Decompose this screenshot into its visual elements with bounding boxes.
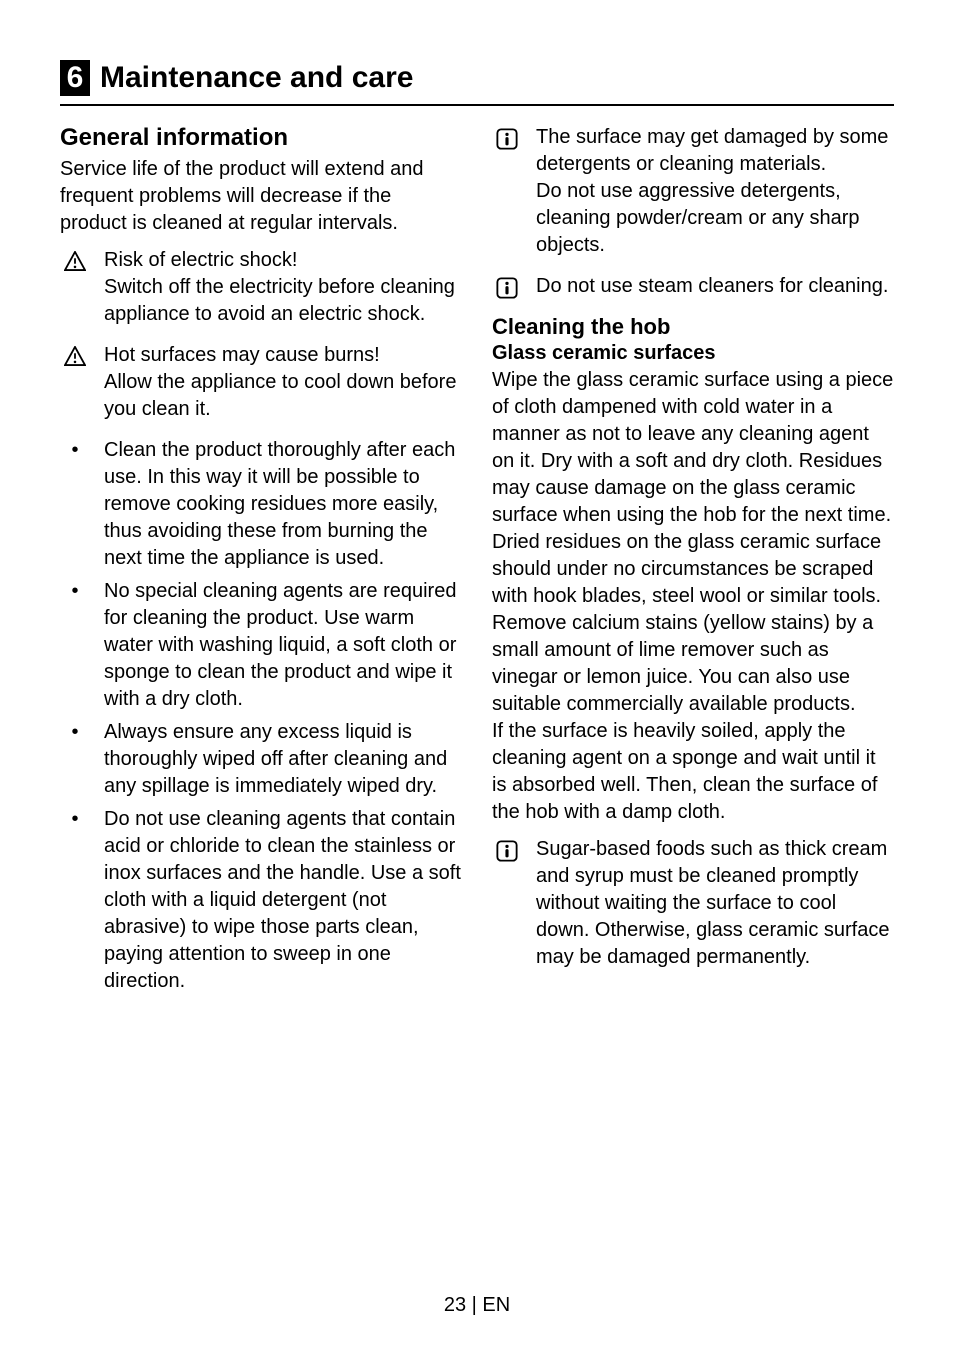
general-bullet-list: • Clean the product thoroughly after eac… bbox=[60, 437, 462, 995]
info-icon bbox=[492, 124, 522, 259]
right-column: The surface may get damaged by some dete… bbox=[492, 124, 894, 1005]
info-icon bbox=[492, 273, 522, 300]
page: 6 Maintenance and care General informati… bbox=[0, 0, 954, 1357]
bullet-icon: • bbox=[60, 806, 90, 995]
info-text: Do not use steam cleaners for cleaning. bbox=[536, 273, 894, 300]
list-item-text: Clean the product thoroughly after each … bbox=[104, 437, 462, 572]
glass-paragraph-2: If the surface is heavily soiled, apply … bbox=[492, 718, 894, 826]
left-column: General information Service life of the … bbox=[60, 124, 462, 1005]
heading-cleaning-hob: Cleaning the hob bbox=[492, 314, 894, 340]
list-item-text: Do not use cleaning agents that contain … bbox=[104, 806, 462, 995]
chapter-title: Maintenance and care bbox=[100, 61, 413, 95]
list-item-text: No special cleaning agents are required … bbox=[104, 578, 462, 713]
info-steam: Do not use steam cleaners for cleaning. bbox=[492, 273, 894, 300]
warning-text: Hot surfaces may cause burns! Allow the … bbox=[104, 342, 462, 423]
warning-hot-surfaces: Hot surfaces may cause burns! Allow the … bbox=[60, 342, 462, 423]
info-text: Sugar-based foods such as thick cream an… bbox=[536, 836, 894, 971]
intro-paragraph: Service life of the product will extend … bbox=[60, 156, 462, 237]
list-item: • No special cleaning agents are require… bbox=[60, 578, 462, 713]
info-text: The surface may get damaged by some dete… bbox=[536, 124, 894, 259]
warning-lead: Risk of electric shock! bbox=[104, 247, 462, 274]
glass-paragraph-1: Wipe the glass ceramic surface using a p… bbox=[492, 367, 894, 718]
heading-general-information: General information bbox=[60, 124, 462, 152]
content-columns: General information Service life of the … bbox=[60, 124, 894, 1005]
list-item: • Do not use cleaning agents that contai… bbox=[60, 806, 462, 995]
info-icon bbox=[492, 836, 522, 971]
bullet-icon: • bbox=[60, 719, 90, 800]
heading-glass-ceramic: Glass ceramic surfaces bbox=[492, 342, 894, 365]
warning-icon bbox=[60, 247, 90, 328]
chapter-number-badge: 6 bbox=[60, 60, 90, 96]
info-detergent: The surface may get damaged by some dete… bbox=[492, 124, 894, 259]
list-item-text: Always ensure any excess liquid is thoro… bbox=[104, 719, 462, 800]
info-sugar: Sugar-based foods such as thick cream an… bbox=[492, 836, 894, 971]
page-footer: 23 | EN bbox=[0, 1294, 954, 1317]
warning-text: Risk of electric shock! Switch off the e… bbox=[104, 247, 462, 328]
list-item: • Clean the product thoroughly after eac… bbox=[60, 437, 462, 572]
warning-body: Allow the appliance to cool down before … bbox=[104, 371, 456, 420]
warning-lead: Hot surfaces may cause burns! bbox=[104, 342, 462, 369]
bullet-icon: • bbox=[60, 437, 90, 572]
warning-electric-shock: Risk of electric shock! Switch off the e… bbox=[60, 247, 462, 328]
warning-body: Switch off the electricity before cleani… bbox=[104, 276, 455, 325]
bullet-icon: • bbox=[60, 578, 90, 713]
chapter-heading: 6 Maintenance and care bbox=[60, 60, 894, 106]
list-item: • Always ensure any excess liquid is tho… bbox=[60, 719, 462, 800]
warning-icon bbox=[60, 342, 90, 423]
